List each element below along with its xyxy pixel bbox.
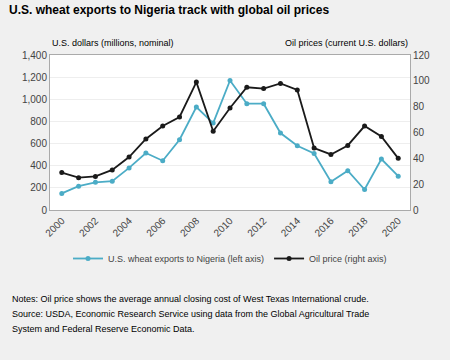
svg-text:1,200: 1,200 xyxy=(22,72,47,83)
svg-text:120: 120 xyxy=(413,50,430,61)
svg-text:40: 40 xyxy=(413,153,425,164)
svg-text:60: 60 xyxy=(413,127,425,138)
svg-text:2012: 2012 xyxy=(245,215,269,239)
svg-text:2018: 2018 xyxy=(346,215,370,239)
svg-text:2008: 2008 xyxy=(178,215,202,239)
svg-text:0: 0 xyxy=(413,205,419,216)
svg-text:20: 20 xyxy=(413,179,425,190)
svg-text:1,000: 1,000 xyxy=(22,94,47,105)
svg-text:System and Federal Reserve Eco: System and Federal Reserve Economic Data… xyxy=(12,324,195,334)
svg-text:100: 100 xyxy=(413,75,430,86)
svg-text:0: 0 xyxy=(41,205,47,216)
svg-text:2016: 2016 xyxy=(312,215,336,239)
svg-text:2020: 2020 xyxy=(380,215,404,239)
svg-text:Oil prices (current U.S. dolla: Oil prices (current U.S. dollars) xyxy=(285,38,408,48)
svg-text:2010: 2010 xyxy=(211,215,235,239)
svg-text:2002: 2002 xyxy=(77,215,101,239)
svg-text:2014: 2014 xyxy=(279,215,303,239)
svg-text:600: 600 xyxy=(30,138,47,149)
svg-text:U.S. wheat exports to Nigeria: U.S. wheat exports to Nigeria (left axis… xyxy=(108,254,264,264)
svg-text:U.S. wheat exports to Nigeria: U.S. wheat exports to Nigeria track with… xyxy=(9,3,329,17)
svg-text:Source: USDA, Economic Researc: Source: USDA, Economic Research Service … xyxy=(12,309,369,319)
svg-text:200: 200 xyxy=(30,182,47,193)
svg-text:2004: 2004 xyxy=(111,215,135,239)
svg-text:2006: 2006 xyxy=(144,215,168,239)
svg-text:800: 800 xyxy=(30,116,47,127)
svg-text:U.S. dollars (millions, nomina: U.S. dollars (millions, nominal) xyxy=(52,38,174,48)
svg-text:2000: 2000 xyxy=(43,215,67,239)
svg-text:Notes: Oil price shows the ave: Notes: Oil price shows the average annua… xyxy=(12,294,369,304)
svg-text:400: 400 xyxy=(30,160,47,171)
svg-text:80: 80 xyxy=(413,101,425,112)
svg-text:1,400: 1,400 xyxy=(22,50,47,61)
svg-text:Oil price (right axis): Oil price (right axis) xyxy=(309,254,387,264)
